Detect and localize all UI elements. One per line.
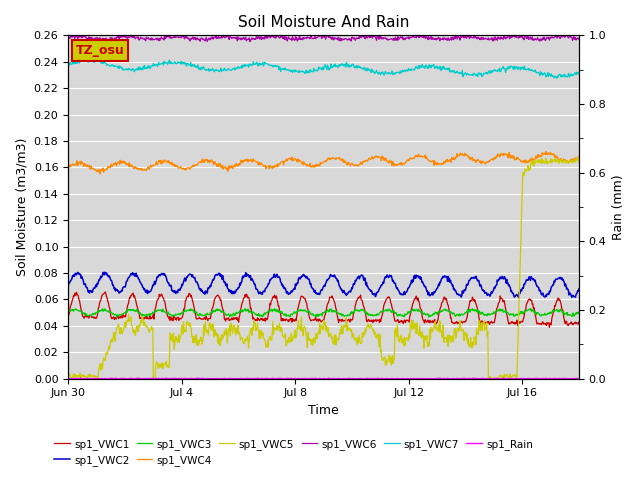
- sp1_VWC2: [355, 275, 362, 280]
- sp1_Rain: [65, 376, 72, 382]
- sp1_VWC5: [64, 373, 72, 379]
- sp1_VWC1: [278, 316, 285, 322]
- sp1_VWC7: [575, 72, 583, 77]
- sp1_VWC3: [477, 310, 485, 315]
- sp1_VWC5: [575, 156, 583, 162]
- sp1_VWC5: [355, 340, 362, 346]
- sp1_VWC4: [477, 161, 485, 167]
- sp1_VWC4: [83, 163, 90, 169]
- sp1_VWC1: [102, 289, 109, 295]
- sp1_VWC7: [278, 66, 285, 72]
- Line: sp1_VWC2: sp1_VWC2: [68, 272, 579, 297]
- sp1_VWC2: [575, 286, 583, 292]
- sp1_VWC1: [185, 291, 193, 297]
- sp1_VWC2: [477, 284, 485, 289]
- sp1_VWC6: [185, 36, 193, 42]
- sp1_VWC6: [252, 36, 259, 41]
- sp1_VWC4: [575, 153, 583, 159]
- sp1_VWC5: [251, 322, 259, 327]
- sp1_VWC5: [82, 376, 90, 382]
- X-axis label: Time: Time: [308, 404, 339, 417]
- sp1_VWC2: [251, 282, 259, 288]
- Y-axis label: Soil Moisture (m3/m3): Soil Moisture (m3/m3): [15, 138, 28, 276]
- sp1_Rain: [478, 376, 486, 382]
- Text: TZ_osu: TZ_osu: [76, 44, 125, 57]
- sp1_VWC2: [83, 285, 90, 290]
- sp1_VWC6: [355, 34, 363, 40]
- sp1_VWC6: [246, 39, 253, 45]
- sp1_VWC4: [64, 164, 72, 169]
- sp1_VWC4: [185, 165, 193, 171]
- Line: sp1_Rain: sp1_Rain: [68, 378, 579, 379]
- sp1_Rain: [278, 376, 286, 382]
- sp1_VWC7: [185, 62, 193, 68]
- sp1_VWC5: [574, 155, 582, 161]
- sp1_VWC2: [101, 269, 109, 275]
- sp1_VWC2: [64, 284, 72, 289]
- sp1_Rain: [355, 376, 363, 382]
- sp1_VWC2: [185, 272, 193, 278]
- Line: sp1_VWC4: sp1_VWC4: [68, 152, 579, 174]
- sp1_VWC2: [278, 282, 285, 288]
- Line: sp1_VWC7: sp1_VWC7: [68, 59, 579, 78]
- sp1_VWC5: [278, 326, 285, 332]
- sp1_VWC3: [251, 311, 259, 316]
- sp1_VWC6: [83, 37, 91, 43]
- sp1_Rain: [127, 375, 135, 381]
- sp1_VWC3: [527, 306, 534, 312]
- sp1_VWC3: [575, 309, 583, 315]
- sp1_VWC3: [185, 308, 193, 313]
- sp1_VWC3: [113, 315, 120, 321]
- sp1_VWC7: [355, 64, 362, 70]
- sp1_VWC5: [185, 321, 193, 327]
- sp1_VWC1: [477, 321, 485, 326]
- Line: sp1_VWC5: sp1_VWC5: [68, 158, 579, 379]
- sp1_Rain: [64, 376, 72, 382]
- sp1_VWC6: [77, 30, 85, 36]
- sp1_VWC3: [64, 309, 72, 314]
- sp1_VWC7: [77, 56, 85, 62]
- Y-axis label: Rain (mm): Rain (mm): [612, 174, 625, 240]
- sp1_VWC2: [515, 294, 522, 300]
- sp1_VWC1: [83, 314, 90, 320]
- sp1_VWC4: [251, 158, 259, 164]
- Title: Soil Moisture And Rain: Soil Moisture And Rain: [238, 15, 409, 30]
- sp1_Rain: [186, 376, 193, 382]
- sp1_VWC1: [355, 295, 362, 300]
- sp1_VWC3: [83, 312, 90, 318]
- sp1_VWC7: [477, 71, 485, 76]
- sp1_VWC3: [278, 309, 285, 314]
- sp1_VWC1: [64, 315, 72, 321]
- sp1_VWC4: [355, 163, 362, 168]
- sp1_VWC6: [64, 36, 72, 41]
- sp1_Rain: [575, 376, 583, 382]
- Line: sp1_VWC6: sp1_VWC6: [68, 33, 579, 42]
- sp1_VWC6: [278, 34, 286, 39]
- Line: sp1_VWC1: sp1_VWC1: [68, 292, 579, 327]
- sp1_VWC6: [575, 36, 583, 42]
- sp1_VWC3: [355, 307, 362, 312]
- sp1_VWC1: [545, 324, 553, 330]
- sp1_VWC1: [251, 316, 259, 322]
- sp1_VWC5: [477, 320, 485, 325]
- Legend: sp1_VWC1, sp1_VWC2, sp1_VWC3, sp1_VWC4, sp1_VWC5, sp1_VWC6, sp1_VWC7, sp1_Rain: sp1_VWC1, sp1_VWC2, sp1_VWC3, sp1_VWC4, …: [50, 434, 538, 470]
- sp1_VWC7: [64, 61, 72, 67]
- sp1_VWC4: [278, 159, 285, 165]
- sp1_VWC6: [478, 36, 486, 42]
- sp1_Rain: [252, 376, 259, 382]
- sp1_VWC1: [575, 319, 583, 324]
- sp1_VWC7: [251, 61, 259, 67]
- sp1_VWC7: [552, 75, 560, 81]
- sp1_VWC4: [96, 171, 104, 177]
- sp1_VWC7: [83, 59, 91, 64]
- sp1_Rain: [83, 376, 91, 382]
- sp1_VWC5: [83, 374, 91, 380]
- sp1_VWC4: [542, 149, 550, 155]
- Line: sp1_VWC3: sp1_VWC3: [68, 309, 579, 318]
